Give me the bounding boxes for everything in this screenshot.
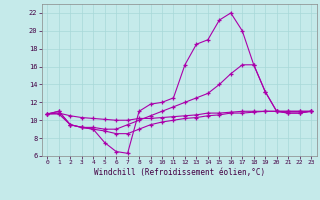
X-axis label: Windchill (Refroidissement éolien,°C): Windchill (Refroidissement éolien,°C): [94, 168, 265, 177]
